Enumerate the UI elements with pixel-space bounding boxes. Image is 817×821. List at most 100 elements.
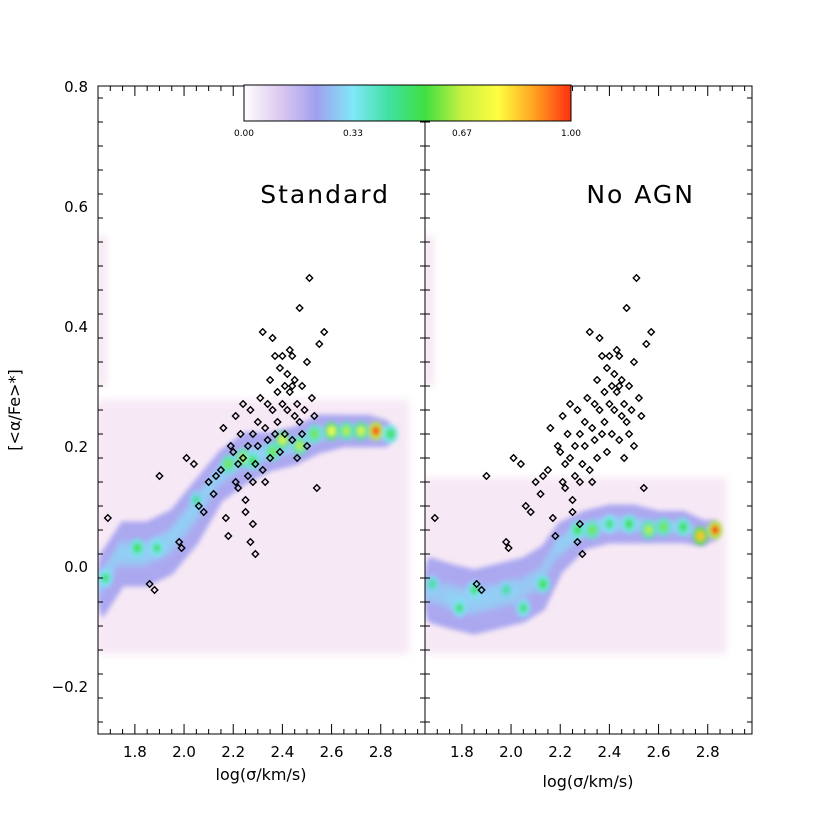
observation-point xyxy=(238,399,248,409)
density-cloud-cell xyxy=(688,478,697,654)
observation-point xyxy=(233,483,243,493)
observation-point xyxy=(629,357,639,367)
density-cloud-cell xyxy=(239,400,248,654)
density-peak-core xyxy=(679,522,688,532)
observation-point xyxy=(231,477,240,487)
density-cloud-cell xyxy=(364,400,373,654)
density-peak-core xyxy=(371,426,380,436)
observation-point xyxy=(275,447,285,457)
density-cloud-cell xyxy=(380,400,389,654)
x-tick-label: 2.4 xyxy=(270,743,294,761)
y-tick-label: 0.2 xyxy=(64,438,88,456)
observation-point xyxy=(597,351,607,361)
observation-point xyxy=(553,441,562,451)
density-cloud-cell xyxy=(471,478,480,654)
density-peak-core xyxy=(101,573,110,583)
colorbar-tick-label: 0.00 xyxy=(234,129,254,139)
density-cloud-cell xyxy=(250,400,259,654)
observation-point xyxy=(292,399,302,409)
density-cloud-cell xyxy=(602,478,611,654)
density-peak-core xyxy=(625,519,634,529)
observation-point xyxy=(642,339,651,349)
density-cloud-cell xyxy=(637,478,646,654)
observation-point xyxy=(575,477,585,487)
density-cloud-cell xyxy=(224,400,233,654)
observation-point xyxy=(592,375,602,385)
observation-point xyxy=(288,351,297,361)
observation-point xyxy=(472,579,481,589)
density-cloud-cell xyxy=(577,478,586,654)
density-cloud-cell xyxy=(276,400,285,654)
colorbar: 0.00 0.33 0.67 1.00 xyxy=(234,84,581,139)
observation-point xyxy=(103,513,113,523)
density-cloud-cell xyxy=(354,400,363,654)
observation-point xyxy=(283,369,292,379)
density-cloud-cell xyxy=(344,400,353,654)
observation-point xyxy=(278,351,287,361)
observation-point xyxy=(260,477,270,487)
density-peak-core xyxy=(327,426,336,436)
density-peaks xyxy=(98,422,398,587)
observation-point xyxy=(521,501,530,511)
observation-point xyxy=(482,471,491,481)
y-tick-label: 0.6 xyxy=(64,198,88,216)
density-cloud-cell xyxy=(208,400,217,654)
observation-point xyxy=(290,375,299,385)
observation-point xyxy=(278,399,287,409)
observation-point xyxy=(622,303,631,313)
observation-point xyxy=(241,495,250,505)
observation-point xyxy=(268,333,277,343)
x-axis-label-no-agn: log(σ/km/s) xyxy=(543,772,634,791)
observation-point xyxy=(177,543,186,553)
density-peak-core xyxy=(357,426,366,436)
density-cloud-cell xyxy=(673,478,682,654)
observation-point xyxy=(575,519,585,529)
observation-point xyxy=(145,579,154,589)
observation-point xyxy=(612,345,621,355)
observation-point xyxy=(320,327,329,337)
observation-point xyxy=(590,399,599,409)
observation-point xyxy=(516,459,526,469)
observation-point xyxy=(268,405,277,415)
density-map-no-agn xyxy=(425,236,727,654)
observation-point xyxy=(632,273,641,283)
observation-point xyxy=(302,357,312,367)
axis-labels: 1.8 2.0 2.2 2.4 2.6 2.8 1.8 2.0 2.2 2.4 2.6 2.8 −0.2… xyxy=(52,78,720,761)
density-cloud-cell xyxy=(109,400,118,654)
density-cloud-cell xyxy=(255,400,264,654)
observation-point xyxy=(624,381,634,391)
observation-point xyxy=(602,447,612,457)
observation-point xyxy=(617,411,626,421)
observation-point xyxy=(637,411,646,421)
density-peak-core xyxy=(295,441,304,451)
density-cloud-cell xyxy=(333,400,342,654)
observation-point xyxy=(297,381,307,391)
density-cloud-cell xyxy=(663,478,672,654)
observation-point xyxy=(285,345,294,355)
observation-point xyxy=(305,273,314,283)
density-cloud-cell xyxy=(708,478,717,654)
x-tick-label: 2.2 xyxy=(548,743,572,761)
density-cloud-cell xyxy=(461,478,470,654)
observation-point xyxy=(150,585,159,595)
density-peak-core xyxy=(644,525,653,535)
density-cloud-cell xyxy=(359,400,368,654)
observations-standard xyxy=(103,273,329,595)
density-peak-core xyxy=(224,459,233,469)
density-cloud-cell xyxy=(291,400,300,654)
density-cloud-cell xyxy=(297,400,306,654)
density-cloud-cell xyxy=(338,400,347,654)
observation-point xyxy=(565,399,575,409)
observation-point xyxy=(531,477,540,487)
colorbar-tick-label: 0.33 xyxy=(343,129,363,139)
density-cloud-cell xyxy=(234,400,243,654)
density-cloud-cell xyxy=(307,400,316,654)
density-cloud-cell xyxy=(302,400,311,654)
observation-point xyxy=(231,411,240,421)
observation-point xyxy=(216,465,226,475)
observation-point xyxy=(248,429,258,439)
observation-point xyxy=(270,351,280,361)
density-peaks xyxy=(425,515,723,617)
observation-point xyxy=(536,489,545,499)
